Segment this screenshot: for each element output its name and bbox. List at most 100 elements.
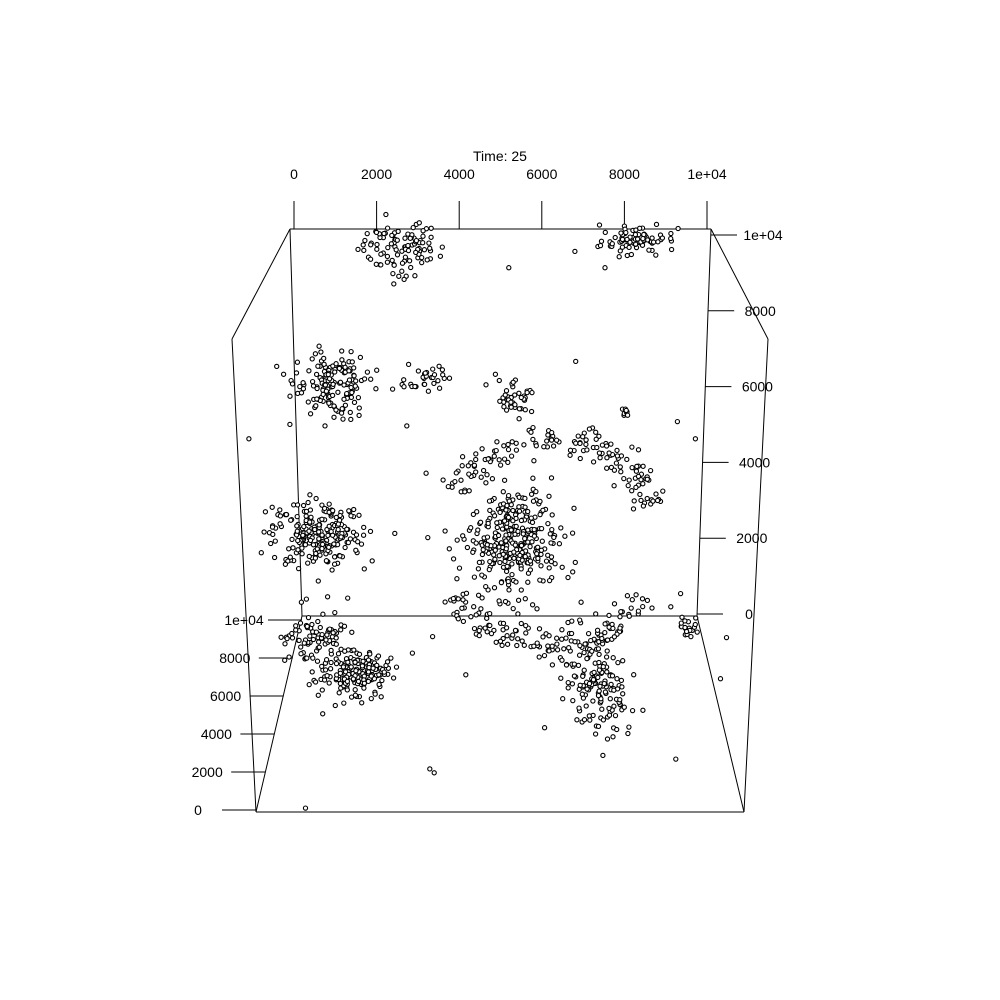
data-point [312, 555, 319, 561]
data-point [344, 526, 350, 532]
data-point [307, 507, 314, 513]
data-point [384, 259, 391, 265]
data-point [294, 359, 301, 365]
data-point [466, 471, 472, 477]
data-point [523, 630, 529, 636]
data-point [479, 595, 485, 601]
data-point [547, 531, 553, 537]
data-point [319, 631, 325, 638]
data-point [514, 642, 520, 649]
data-point [322, 667, 329, 673]
data-point [486, 566, 492, 573]
data-point [315, 363, 321, 369]
data-point [341, 623, 348, 629]
data-point [431, 380, 437, 387]
data-point [330, 507, 336, 514]
data-point [393, 664, 400, 670]
data-point [576, 705, 582, 711]
data-point [621, 704, 627, 710]
data-point [315, 618, 321, 625]
data-point [365, 669, 372, 675]
data-point [536, 654, 542, 660]
data-point [509, 561, 515, 567]
data-point [356, 651, 363, 657]
data-point [492, 556, 498, 562]
right-axis-tick-label: 1e+04 [743, 227, 783, 243]
data-point [304, 623, 310, 630]
data-point [353, 532, 360, 538]
data-point [619, 684, 625, 690]
data-point [361, 680, 368, 686]
left-front-axis: 0 2000 4000 6000 8000 1e+04 [192, 612, 302, 818]
data-point [590, 677, 597, 683]
data-point [356, 412, 362, 419]
data-point [480, 547, 486, 553]
data-point [373, 386, 379, 392]
data-point [610, 734, 616, 740]
data-point [535, 544, 541, 550]
data-point [439, 244, 445, 250]
data-point [376, 681, 382, 688]
data-point [522, 596, 528, 602]
data-point [506, 265, 512, 271]
data-point [621, 475, 627, 482]
data-point [502, 392, 508, 398]
data-point [508, 527, 514, 533]
data-point [634, 463, 640, 470]
data-point [498, 540, 504, 546]
data-point [606, 612, 612, 619]
data-point [475, 592, 482, 598]
data-point [474, 509, 480, 515]
data-point [598, 238, 605, 244]
data-point [628, 605, 634, 611]
data-point [412, 273, 418, 279]
data-point [515, 611, 521, 617]
data-point [596, 450, 603, 456]
data-point [545, 643, 551, 649]
front-right-edge [743, 338, 769, 813]
data-point [513, 515, 519, 522]
data-point [525, 508, 531, 515]
data-point [518, 542, 525, 549]
data-point [335, 389, 341, 395]
data-point [554, 647, 561, 653]
data-point [361, 685, 367, 691]
data-point [595, 692, 602, 699]
data-point [544, 438, 550, 444]
data-point [476, 632, 482, 639]
data-point [494, 520, 500, 526]
data-point [314, 546, 320, 552]
data-point [611, 634, 618, 640]
data-point [409, 650, 416, 656]
data-point [299, 551, 305, 557]
data-point [329, 532, 336, 538]
top-axis-tick-label: 2000 [361, 166, 392, 182]
data-point [567, 447, 574, 453]
data-point [538, 563, 544, 569]
data-point [522, 407, 528, 413]
data-point [420, 228, 426, 234]
data-point [510, 632, 516, 638]
data-point [537, 511, 543, 518]
data-point [602, 229, 608, 236]
data-point [522, 504, 528, 510]
data-point [505, 514, 512, 521]
data-point [317, 624, 323, 631]
data-point [565, 574, 571, 581]
data-point [612, 234, 618, 241]
data-point [351, 365, 357, 371]
data-point [596, 667, 603, 673]
data-point [298, 599, 305, 605]
data-point [351, 647, 357, 653]
data-point [497, 638, 504, 644]
data-point [600, 752, 606, 759]
data-point [473, 540, 479, 546]
data-point [272, 538, 278, 544]
data-point [644, 597, 651, 604]
data-point [294, 523, 300, 529]
data-point [389, 257, 395, 264]
data-point [496, 598, 502, 604]
data-point [717, 676, 724, 682]
data-point [395, 228, 401, 235]
